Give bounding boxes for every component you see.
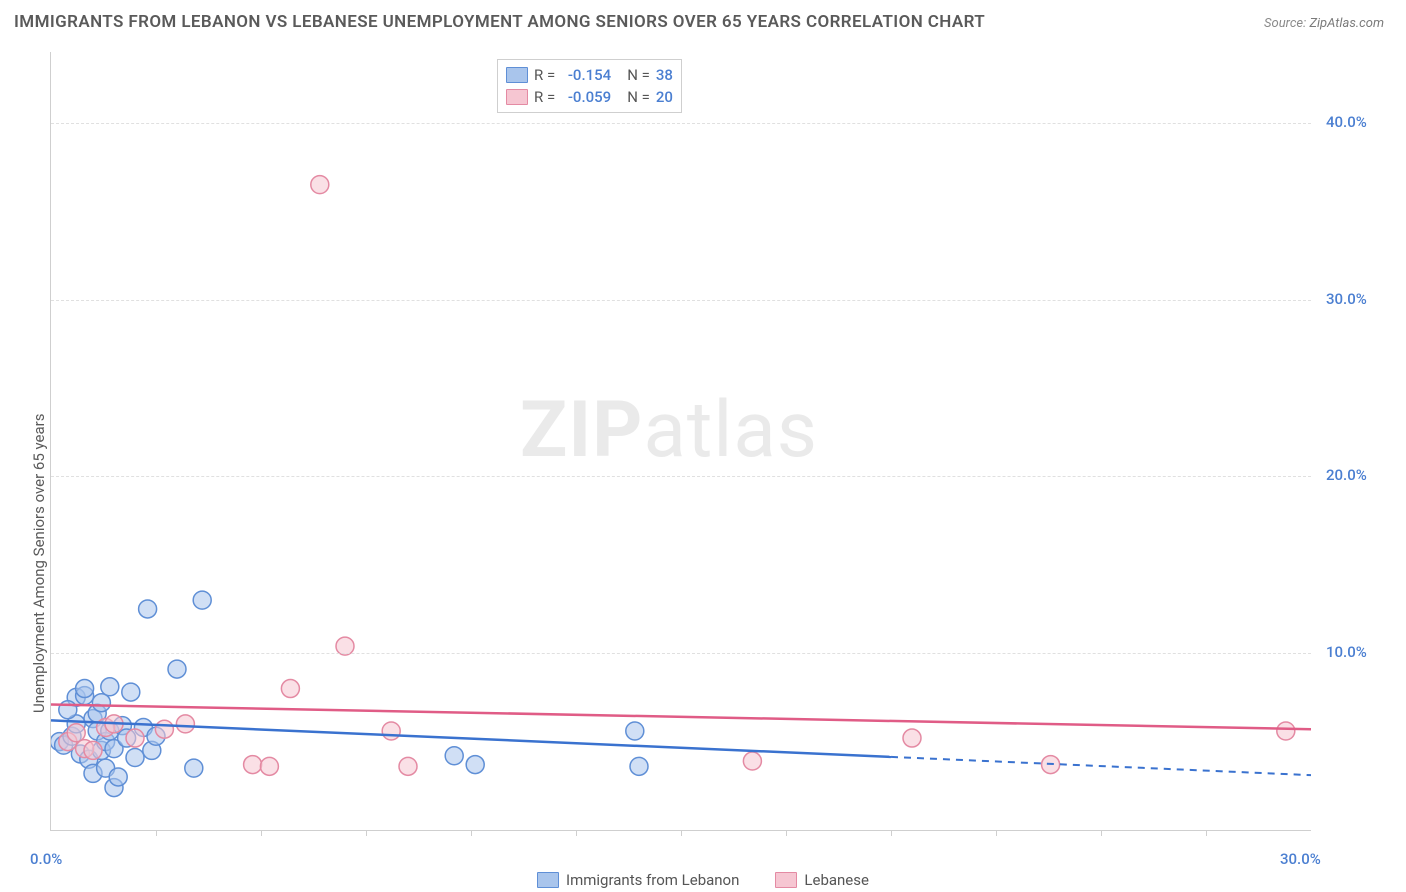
gridline — [51, 300, 1311, 301]
trend-line-extrapolated — [891, 757, 1311, 775]
source-value: ZipAtlas.com — [1309, 16, 1384, 31]
scatter-point — [139, 600, 157, 618]
scatter-svg — [51, 52, 1311, 830]
scatter-point — [84, 741, 102, 759]
gridline — [51, 653, 1311, 654]
r-value: -0.154 — [561, 64, 611, 86]
scatter-point — [382, 722, 400, 740]
x-tick — [1206, 830, 1207, 836]
x-tick — [156, 830, 157, 836]
scatter-point — [626, 722, 644, 740]
chart-title: IMMIGRANTS FROM LEBANON VS LEBANESE UNEM… — [14, 12, 985, 32]
scatter-point — [92, 694, 110, 712]
scatter-point — [155, 720, 173, 738]
x-tick — [576, 830, 577, 836]
n-value: 20 — [656, 86, 673, 108]
y-axis-title: Unemployment Among Seniors over 65 years — [30, 414, 48, 713]
correlation-info-box: R = -0.154 N = 38 R = -0.059 N = 20 — [497, 59, 682, 113]
scatter-point — [176, 715, 194, 733]
r-label: R = — [534, 86, 555, 108]
x-tick — [681, 830, 682, 836]
scatter-point — [126, 729, 144, 747]
x-tick — [1101, 830, 1102, 836]
swatch-icon — [506, 89, 528, 105]
scatter-point — [244, 756, 262, 774]
scatter-point — [260, 757, 278, 775]
n-label: N = — [627, 64, 650, 86]
scatter-point — [126, 749, 144, 767]
legend-item: Immigrants from Lebanon — [537, 871, 739, 889]
swatch-icon — [506, 67, 528, 83]
scatter-point — [76, 680, 94, 698]
scatter-point — [743, 752, 761, 770]
x-tick — [996, 830, 997, 836]
scatter-point — [101, 678, 119, 696]
trend-line — [51, 720, 891, 757]
plot-area: R = -0.154 N = 38 R = -0.059 N = 20 — [50, 52, 1311, 831]
scatter-point — [466, 756, 484, 774]
legend-label: Lebanese — [804, 871, 869, 889]
x-tick — [366, 830, 367, 836]
source-label: Source: — [1264, 16, 1306, 31]
info-row: R = -0.059 N = 20 — [506, 86, 673, 108]
scatter-point — [193, 591, 211, 609]
scatter-point — [185, 759, 203, 777]
swatch-icon — [775, 872, 797, 888]
x-origin-label: 0.0% — [30, 850, 62, 868]
legend-item: Lebanese — [775, 871, 869, 889]
y-tick-label: 10.0% — [1326, 643, 1367, 661]
y-tick-label: 30.0% — [1326, 290, 1367, 308]
swatch-icon — [537, 872, 559, 888]
legend: Immigrants from Lebanon Lebanese — [0, 871, 1406, 889]
gridline — [51, 123, 1311, 124]
n-value: 38 — [656, 64, 673, 86]
scatter-point — [630, 757, 648, 775]
scatter-point — [168, 660, 186, 678]
scatter-point — [311, 176, 329, 194]
scatter-point — [122, 683, 140, 701]
chart-source: Source: ZipAtlas.com — [1264, 16, 1384, 31]
legend-label: Immigrants from Lebanon — [566, 871, 739, 889]
scatter-point — [281, 680, 299, 698]
trend-line — [51, 704, 1311, 729]
scatter-point — [903, 729, 921, 747]
scatter-point — [1277, 722, 1295, 740]
scatter-point — [445, 747, 463, 765]
x-tick — [891, 830, 892, 836]
x-tick — [786, 830, 787, 836]
r-label: R = — [534, 64, 555, 86]
x-tick — [261, 830, 262, 836]
n-label: N = — [627, 86, 650, 108]
y-tick-label: 20.0% — [1326, 466, 1367, 484]
x-tick — [471, 830, 472, 836]
scatter-point — [109, 768, 127, 786]
y-tick-label: 40.0% — [1326, 113, 1367, 131]
r-value: -0.059 — [561, 86, 611, 108]
gridline — [51, 476, 1311, 477]
scatter-point — [67, 724, 85, 742]
x-end-label: 30.0% — [1280, 850, 1321, 868]
info-row: R = -0.154 N = 38 — [506, 64, 673, 86]
scatter-point — [399, 757, 417, 775]
